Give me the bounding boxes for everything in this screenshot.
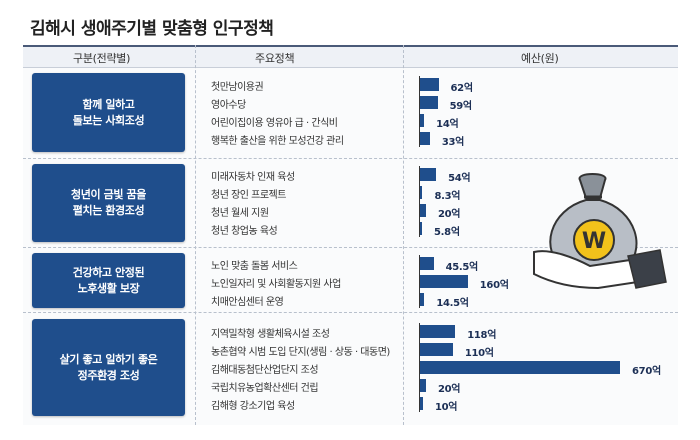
budget-value-label: 33억: [441, 137, 465, 148]
policy-label: 행복한 출산을 위한 모성건강 관리: [211, 136, 344, 147]
row-separator: [23, 312, 678, 313]
category-label: 살기 좋고 일하기 좋은 정주환경 조성: [59, 352, 158, 382]
budget-value-label: 14억: [436, 119, 459, 130]
budget-bar: [420, 186, 423, 199]
category-label: 건강하고 안정된 노후생활 보장: [72, 265, 145, 295]
budget-bar: [420, 379, 426, 392]
budget-value-label: 54억: [448, 173, 471, 184]
budget-bar: [420, 78, 439, 91]
policy-label: 노인 맞춤 돌봄 서비스: [211, 261, 298, 272]
budget-bar: [420, 96, 438, 109]
row-separator: [23, 158, 678, 159]
budget-bar: [420, 132, 430, 145]
policy-label: 첫만남이용권: [211, 82, 264, 93]
budget-value-label: 14.5억: [436, 298, 469, 309]
budget-bar: [420, 343, 453, 356]
table-header: 구분(전략별) 주요정책 예산(원): [23, 45, 678, 68]
bar-axis-line: [419, 166, 420, 237]
money-bag-icon: W: [533, 173, 667, 290]
bar-axis-line: [419, 76, 420, 147]
budget-bar: [420, 397, 423, 410]
budget-bar: [420, 257, 434, 270]
category-label: 청년이 금빛 꿈을 펼치는 환경조성: [71, 188, 146, 217]
policy-label: 청년 창업농 육성: [211, 226, 278, 237]
bar-axis-line: [419, 323, 420, 412]
column-divider: [403, 45, 404, 425]
budget-value-label: 59억: [449, 101, 473, 112]
policy-label: 치매안심센터 운영: [211, 297, 284, 308]
policy-label: 청년 월세 지원: [211, 208, 269, 219]
category-box: 살기 좋고 일하기 좋은 정주환경 조성: [32, 319, 185, 416]
budget-value-label: 20억: [437, 209, 461, 220]
category-box: 건강하고 안정된 노후생활 보장: [32, 253, 185, 308]
budget-value-label: 160억: [479, 280, 509, 291]
header-policy: 주요정책: [255, 52, 295, 65]
budget-bar: [420, 114, 425, 127]
policy-label: 국립치유농업확산센터 건립: [211, 383, 319, 394]
category-label: 함께 일하고 돌보는 사회조성: [72, 97, 145, 127]
budget-value-label: 118억: [467, 330, 497, 341]
policy-label: 김해형 강소기업 육성: [211, 401, 295, 412]
budget-bar: [420, 222, 422, 235]
budget-bar: [420, 293, 425, 306]
budget-value-label: 5.8억: [434, 227, 460, 238]
budget-value-label: 20억: [437, 384, 461, 395]
budget-bar: [420, 361, 620, 374]
page-title: 김해시 생애주기별 맞춤형 인구정책: [30, 19, 274, 39]
column-divider: [195, 45, 196, 425]
budget-value-label: 10억: [434, 402, 458, 413]
budget-value-label: 45.5억: [445, 262, 479, 273]
budget-value-label: 8.3억: [434, 191, 461, 202]
policy-label: 영아수당: [211, 100, 246, 111]
header-budget: 예산(원): [521, 52, 559, 65]
policy-label: 지역밀착형 생활체육시설 조성: [211, 329, 330, 340]
policy-label: 미래자동차 인재 육성: [211, 172, 295, 183]
budget-bar: [420, 204, 426, 217]
policy-label: 농촌협약 시범 도입 단지(생림 · 상동 · 대동면): [211, 347, 390, 358]
category-box: 함께 일하고 돌보는 사회조성: [32, 73, 185, 152]
header-category: 구분(전략별): [73, 52, 131, 65]
row-separator: [23, 247, 678, 248]
budget-bar: [420, 325, 456, 338]
budget-value-label: 110억: [464, 348, 494, 359]
budget-value-label: 670억: [632, 366, 661, 377]
policy-label: 어린이집이용 영유아 급 · 간식비: [211, 118, 338, 129]
budget-value-label: 62억: [450, 83, 474, 94]
bar-axis-line: [419, 255, 420, 308]
category-box: 청년이 금빛 꿈을 펼치는 환경조성: [32, 164, 185, 242]
policy-label: 김해대동첨단산업단지 조성: [211, 365, 319, 376]
policy-label: 노인일자리 및 사회활동지원 사업: [211, 279, 341, 290]
budget-bar: [420, 168, 437, 181]
svg-text:W: W: [582, 229, 606, 254]
budget-bar: [420, 275, 468, 288]
policy-label: 청년 장인 프로젝트: [211, 190, 286, 201]
